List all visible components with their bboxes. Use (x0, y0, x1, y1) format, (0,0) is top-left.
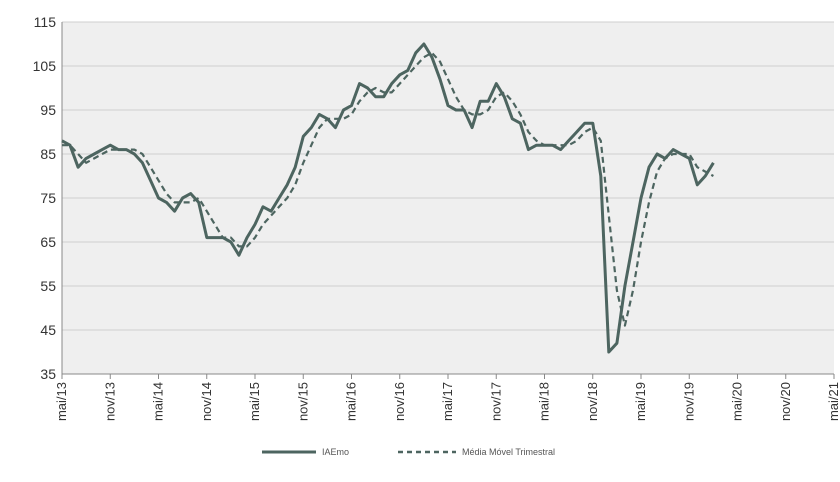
x-tick-label-nov-13: nov/13 (102, 382, 117, 421)
x-tick-label-nov-20: nov/20 (778, 382, 793, 421)
y-tick-label-115: 115 (34, 14, 57, 30)
y-tick-label-65: 65 (40, 234, 56, 250)
y-tick-label-75: 75 (40, 190, 56, 206)
x-tick-label-nov-14: nov/14 (199, 382, 214, 421)
series-lines (61, 42, 715, 354)
series-line-iaemo (61, 42, 715, 354)
y-tick-label-35: 35 (40, 366, 56, 382)
x-tick-label-mai-17: mai/17 (440, 382, 455, 421)
x-tick-label-mai-20: mai/20 (730, 382, 745, 421)
x-tick-label-mai-16: mai/16 (344, 382, 359, 421)
x-tick-label-mai-14: mai/14 (151, 382, 166, 421)
legend-label-iaemo: IAEmo (322, 447, 349, 457)
y-tick-label-45: 45 (40, 322, 56, 338)
series-line-media-movel (62, 51, 714, 327)
x-tick-label-nov-16: nov/16 (392, 382, 407, 421)
legend-label-media-movel: Média Móvel Trimestral (462, 447, 555, 457)
legend: IAEmo Média Móvel Trimestral (262, 447, 555, 457)
y-tick-label-95: 95 (40, 102, 56, 118)
x-tick-label-mai-19: mai/19 (633, 382, 648, 421)
x-tick-label-nov-17: nov/17 (488, 382, 503, 421)
x-tick-label-mai-15: mai/15 (247, 382, 262, 421)
y-tick-label-55: 55 (40, 278, 56, 294)
y-tick-label-105: 105 (33, 58, 57, 74)
x-axis: mai/13 nov/13 mai/14 nov/14 mai/15 nov/15 mai/… (54, 373, 840, 421)
x-tick-label-mai-13: mai/13 (54, 382, 69, 421)
x-tick-label-nov-19: nov/19 (681, 382, 696, 421)
y-tick-label-85: 85 (40, 146, 56, 162)
x-tick-label-mai-18: mai/18 (537, 382, 552, 421)
x-tick-label-mai-21: mai/21 (826, 382, 840, 421)
y-axis: 35 45 55 65 75 85 95 105 115 (33, 14, 63, 382)
x-tick-label-nov-15: nov/15 (295, 382, 310, 421)
x-tick-label-nov-18: nov/18 (585, 382, 600, 421)
